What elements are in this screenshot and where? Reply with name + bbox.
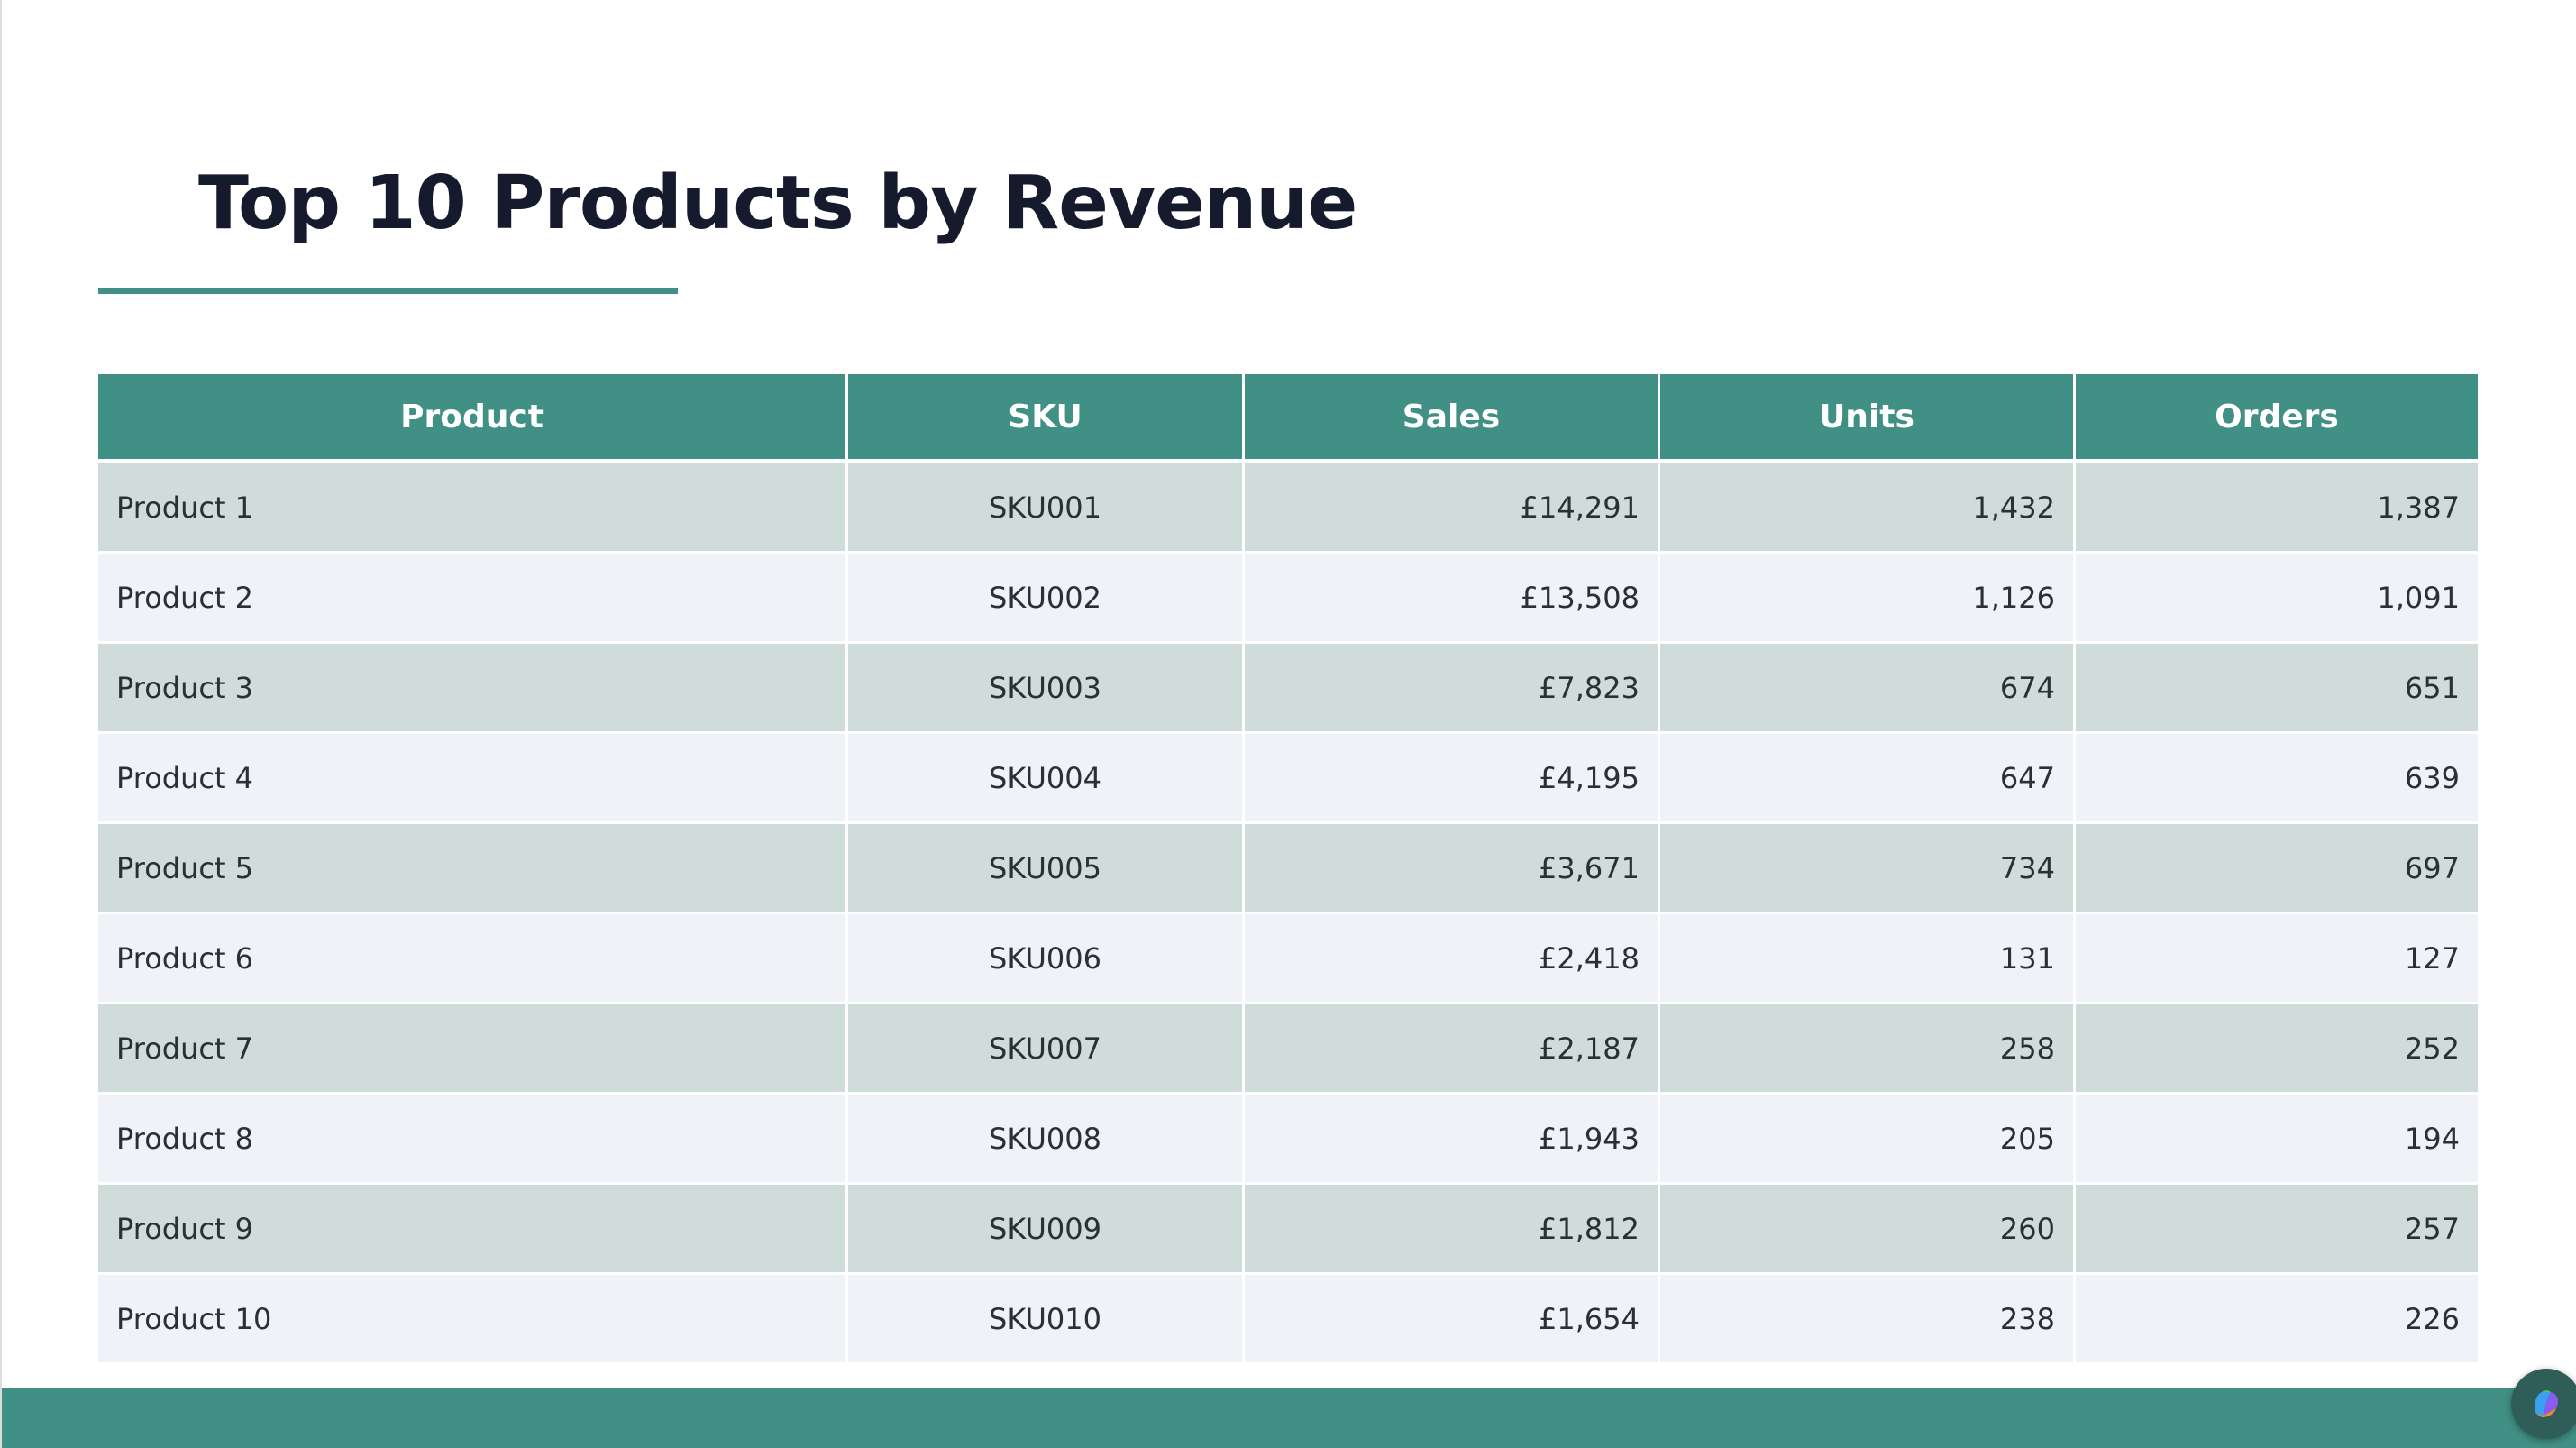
cell-sku: SKU009 xyxy=(848,1185,1245,1275)
cell-orders: 639 xyxy=(2076,734,2478,824)
table-row: Product 5 SKU005 £3,671 734 697 xyxy=(98,824,2478,914)
cell-product: Product 6 xyxy=(98,914,848,1004)
cell-sku: SKU010 xyxy=(848,1275,1245,1365)
cell-units: 734 xyxy=(1660,824,2076,914)
table-row: Product 10 SKU010 £1,654 238 226 xyxy=(98,1275,2478,1365)
page-title: Top 10 Products by Revenue xyxy=(198,160,1357,246)
cell-product: Product 8 xyxy=(98,1095,848,1185)
cell-orders: 1,091 xyxy=(2076,554,2478,644)
cell-orders: 226 xyxy=(2076,1275,2478,1365)
cell-sku: SKU005 xyxy=(848,824,1245,914)
title-underline xyxy=(98,288,678,294)
cell-product: Product 4 xyxy=(98,734,848,824)
cell-orders: 697 xyxy=(2076,824,2478,914)
cell-units: 1,126 xyxy=(1660,554,2076,644)
cell-product: Product 2 xyxy=(98,554,848,644)
cell-product: Product 5 xyxy=(98,824,848,914)
table-row: Product 2 SKU002 £13,508 1,126 1,091 xyxy=(98,554,2478,644)
cell-units: 238 xyxy=(1660,1275,2076,1365)
table-row: Product 7 SKU007 £2,187 258 252 xyxy=(98,1004,2478,1095)
cell-units: 131 xyxy=(1660,914,2076,1004)
column-header-sku: SKU xyxy=(848,374,1245,463)
table-row: Product 6 SKU006 £2,418 131 127 xyxy=(98,914,2478,1004)
cell-product: Product 7 xyxy=(98,1004,848,1095)
cell-orders: 651 xyxy=(2076,644,2478,734)
cell-units: 1,432 xyxy=(1660,463,2076,554)
column-header-units: Units xyxy=(1660,374,2076,463)
copilot-icon xyxy=(2535,1390,2558,1417)
cell-sku: SKU008 xyxy=(848,1095,1245,1185)
table-row: Product 3 SKU003 £7,823 674 651 xyxy=(98,644,2478,734)
table-row: Product 8 SKU008 £1,943 205 194 xyxy=(98,1095,2478,1185)
table-row: Product 4 SKU004 £4,195 647 639 xyxy=(98,734,2478,824)
cell-sales: £1,812 xyxy=(1245,1185,1660,1275)
cell-units: 205 xyxy=(1660,1095,2076,1185)
cell-orders: 194 xyxy=(2076,1095,2478,1185)
cell-sku: SKU007 xyxy=(848,1004,1245,1095)
products-table: Product SKU Sales Units Orders Product 1… xyxy=(98,374,2478,1365)
cell-sales: £2,187 xyxy=(1245,1004,1660,1095)
cell-sales: £2,418 xyxy=(1245,914,1660,1004)
cell-sales: £1,943 xyxy=(1245,1095,1660,1185)
cell-orders: 257 xyxy=(2076,1185,2478,1275)
cell-sales: £1,654 xyxy=(1245,1275,1660,1365)
table-row: Product 1 SKU001 £14,291 1,432 1,387 xyxy=(98,463,2478,554)
cell-sku: SKU002 xyxy=(848,554,1245,644)
footer-bar xyxy=(2,1388,2576,1448)
cell-sku: SKU003 xyxy=(848,644,1245,734)
cell-sales: £7,823 xyxy=(1245,644,1660,734)
column-header-product: Product xyxy=(98,374,848,463)
cell-sku: SKU004 xyxy=(848,734,1245,824)
cell-sales: £4,195 xyxy=(1245,734,1660,824)
cell-orders: 252 xyxy=(2076,1004,2478,1095)
cell-product: Product 1 xyxy=(98,463,848,554)
cell-sales: £3,671 xyxy=(1245,824,1660,914)
cell-product: Product 3 xyxy=(98,644,848,734)
cell-sku: SKU001 xyxy=(848,463,1245,554)
cell-sku: SKU006 xyxy=(848,914,1245,1004)
column-header-orders: Orders xyxy=(2076,374,2478,463)
cell-product: Product 9 xyxy=(98,1185,848,1275)
cell-sales: £13,508 xyxy=(1245,554,1660,644)
cell-units: 674 xyxy=(1660,644,2076,734)
cell-orders: 1,387 xyxy=(2076,463,2478,554)
table-row: Product 9 SKU009 £1,812 260 257 xyxy=(98,1185,2478,1275)
cell-orders: 127 xyxy=(2076,914,2478,1004)
cell-product: Product 10 xyxy=(98,1275,848,1365)
column-header-sales: Sales xyxy=(1245,374,1660,463)
cell-units: 647 xyxy=(1660,734,2076,824)
cell-units: 260 xyxy=(1660,1185,2076,1275)
cell-units: 258 xyxy=(1660,1004,2076,1095)
copilot-button[interactable] xyxy=(2511,1369,2576,1439)
cell-sales: £14,291 xyxy=(1245,463,1660,554)
table-header-row: Product SKU Sales Units Orders xyxy=(98,374,2478,463)
